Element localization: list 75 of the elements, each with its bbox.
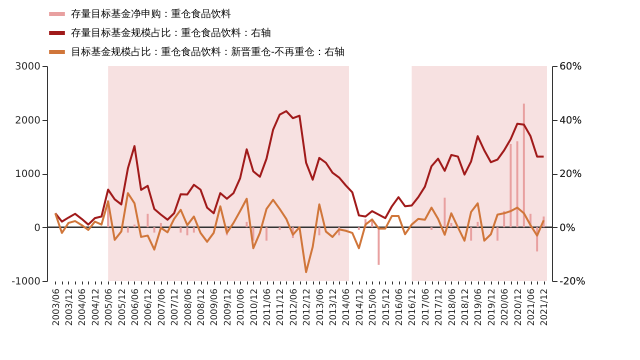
x-tick-label: 2019/12	[487, 288, 498, 326]
x-tick-label: 2021/12	[540, 288, 550, 326]
bar	[358, 227, 360, 230]
y2-tick-label: 60%	[560, 62, 582, 72]
x-tick-label: 2006/12	[144, 288, 154, 326]
bar	[134, 224, 136, 228]
x-tick-label: 2013/12	[329, 288, 339, 326]
line-series	[54, 110, 545, 226]
x-tick-label: 2013/06	[316, 288, 326, 326]
x-tick-label: 2019/06	[474, 288, 484, 326]
x-tick-label: 2021/06	[527, 288, 537, 326]
legend-label: 存量目标基金规模占比：重仓食品饮料：右轴	[71, 27, 271, 39]
bar	[470, 227, 472, 241]
x-tick-label: 2003/12	[65, 288, 75, 326]
bar	[430, 227, 432, 230]
x-tick-label: 2011/06	[263, 288, 273, 326]
bar	[510, 144, 512, 228]
bar	[496, 227, 498, 241]
x-tick-label: 2012/06	[289, 288, 300, 326]
x-tick-label: 2016/06	[395, 288, 405, 326]
bar	[378, 227, 380, 265]
x-tick-label: 2004/12	[91, 288, 102, 326]
x-tick-label: 2007/06	[157, 288, 168, 326]
x-tick-label: 2014/06	[342, 288, 352, 326]
y-tick-label: 0	[34, 222, 40, 234]
bar	[444, 198, 446, 228]
bar	[476, 222, 479, 228]
x-tick-label: 2010/06	[236, 288, 247, 326]
legend-label: 存量目标基金净申购：重仓食品饮料	[71, 8, 231, 20]
bar	[192, 227, 195, 233]
x-tick-label: 2009/06	[210, 288, 220, 326]
x-tick-label: 2003/06	[52, 288, 62, 326]
bar	[318, 227, 320, 236]
y-tick-label: 2000	[15, 115, 40, 126]
x-tick-label: 2014/12	[355, 288, 366, 326]
x-tick-label: 2008/06	[184, 288, 194, 326]
bar	[522, 104, 525, 228]
y-tick-label: 3000	[15, 62, 40, 72]
x-tick-label: 2015/06	[368, 288, 379, 326]
x-tick-label: 2006/06	[131, 288, 141, 326]
x-tick-label: 2020/06	[500, 288, 511, 326]
x-tick-label: 2017/12	[434, 288, 445, 326]
bar	[153, 227, 156, 233]
x-tick-label: 2018/12	[461, 288, 471, 326]
x-tick-label: 2009/12	[223, 288, 234, 326]
x-tick-label: 2016/12	[408, 288, 418, 326]
bar	[146, 214, 149, 228]
x-tick-label: 2011/12	[276, 288, 286, 326]
x-tick-label: 2007/12	[170, 288, 181, 326]
legend-label: 目标基金规模占比：重仓食品饮料：新晋重仓-不再重仓：右轴	[71, 46, 345, 58]
line-series	[54, 192, 545, 274]
bar	[450, 222, 452, 228]
x-tick-label: 2018/06	[448, 288, 458, 326]
y-tick-label: -1000	[11, 276, 40, 288]
y-tick-label: 1000	[15, 169, 40, 180]
bar	[278, 227, 281, 230]
bar	[246, 222, 248, 228]
x-tick-label: 2010/12	[250, 288, 260, 326]
x-tick-label: 2020/12	[514, 288, 524, 326]
y2-tick-label: 40%	[560, 115, 582, 126]
x-tick-label: 2005/06	[104, 288, 115, 326]
x-tick-label: 2017/06	[421, 288, 432, 326]
y2-tick-label: -20%	[560, 276, 586, 288]
bar	[516, 141, 518, 228]
y2-tick-label: 0%	[560, 222, 576, 234]
bar	[266, 227, 268, 241]
x-tick-label: 2015/12	[382, 288, 392, 326]
bar	[186, 227, 188, 236]
x-tick-label: 2008/12	[197, 288, 207, 326]
bar	[126, 227, 129, 233]
bar	[180, 227, 182, 233]
x-tick-label: 2005/12	[118, 288, 128, 326]
x-tick-label: 2004/06	[78, 288, 88, 326]
y2-tick-label: 20%	[560, 169, 582, 180]
x-tick-label: 2012/12	[302, 288, 313, 326]
